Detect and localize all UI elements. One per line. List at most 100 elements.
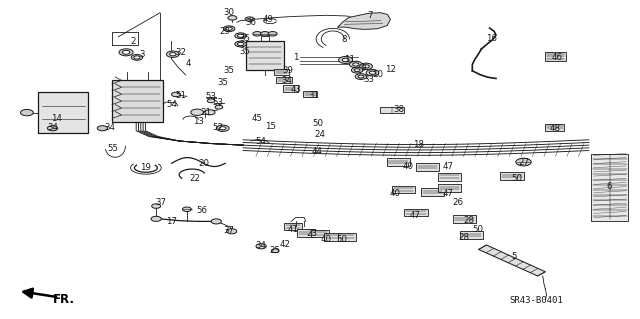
Text: 25: 25 [269,246,281,255]
Circle shape [151,216,161,221]
Circle shape [268,32,277,36]
Bar [380,107,404,113]
Text: 34: 34 [255,241,267,250]
Bar [416,163,439,171]
Text: 3: 3 [140,50,145,59]
Text: 29: 29 [220,27,230,36]
Bar [500,172,524,180]
Circle shape [355,69,360,71]
Circle shape [122,50,130,54]
Text: 30: 30 [223,8,235,17]
Text: 51: 51 [175,91,186,100]
Bar [438,184,461,192]
Bar [438,173,461,181]
Text: 19: 19 [141,163,151,172]
Circle shape [20,109,33,116]
Text: 11: 11 [344,56,355,64]
Bar [324,233,342,241]
Circle shape [134,56,140,59]
Text: 22: 22 [189,174,201,182]
Circle shape [353,63,359,66]
Circle shape [47,126,58,131]
Text: 35: 35 [217,78,228,87]
Circle shape [271,249,279,253]
Text: 39: 39 [283,66,293,75]
Text: 50: 50 [472,225,483,234]
Text: 50: 50 [511,174,523,183]
Text: 4: 4 [186,59,191,68]
Circle shape [170,53,176,56]
Bar [421,188,444,196]
Text: 35: 35 [239,47,251,56]
Polygon shape [338,13,390,29]
Text: 5: 5 [512,252,517,261]
Circle shape [152,204,161,208]
Bar [303,91,317,97]
Circle shape [342,58,349,62]
Text: 21: 21 [200,108,212,117]
Circle shape [363,65,369,68]
Text: 47: 47 [442,189,454,198]
Circle shape [351,67,363,73]
Text: 12: 12 [385,65,396,74]
Circle shape [349,61,362,68]
Circle shape [237,42,244,46]
Text: 52: 52 [212,123,223,132]
Text: 14: 14 [51,114,62,123]
Text: 35: 35 [239,34,251,43]
Text: 31: 31 [308,91,319,100]
Text: 45: 45 [252,114,263,123]
Text: 17: 17 [166,217,177,226]
Circle shape [97,126,108,131]
Text: 9: 9 [361,64,366,73]
Text: 48: 48 [550,124,561,133]
Text: 50: 50 [336,235,348,244]
Text: 35: 35 [223,66,235,75]
Circle shape [339,56,353,63]
Circle shape [182,207,191,211]
Text: 15: 15 [264,122,276,131]
Circle shape [220,127,226,130]
Bar [283,85,298,92]
Text: 53: 53 [212,98,223,107]
Text: 6: 6 [607,182,612,191]
Circle shape [211,219,221,224]
Text: 55: 55 [107,144,118,152]
Text: 8: 8 [342,35,347,44]
Bar [276,77,292,83]
Circle shape [260,32,269,36]
Circle shape [369,71,376,74]
Text: 40: 40 [403,162,414,171]
Circle shape [119,49,133,56]
Circle shape [228,16,237,20]
Text: 37: 37 [156,198,167,207]
Circle shape [360,63,372,70]
Text: 49: 49 [262,15,273,24]
Bar [453,215,476,223]
Text: 38: 38 [394,105,405,114]
Text: 37: 37 [223,226,235,235]
Bar [274,69,289,75]
Text: 28: 28 [458,233,469,242]
Circle shape [245,17,254,21]
Text: 20: 20 [198,159,209,168]
Circle shape [216,125,229,131]
Bar [392,186,415,193]
Bar [112,80,163,122]
Bar [246,41,284,70]
Circle shape [166,51,179,57]
Circle shape [237,34,244,37]
Circle shape [205,110,215,115]
Circle shape [207,99,215,103]
Text: 47: 47 [409,211,420,219]
Circle shape [223,26,235,32]
Circle shape [226,27,232,30]
Text: 47: 47 [442,162,454,171]
Text: 34: 34 [47,123,58,132]
Text: 10: 10 [372,70,383,79]
Text: 7: 7 [367,11,372,20]
Text: 53: 53 [205,92,217,101]
Circle shape [172,92,180,97]
Circle shape [355,74,367,79]
Text: 16: 16 [486,34,497,43]
